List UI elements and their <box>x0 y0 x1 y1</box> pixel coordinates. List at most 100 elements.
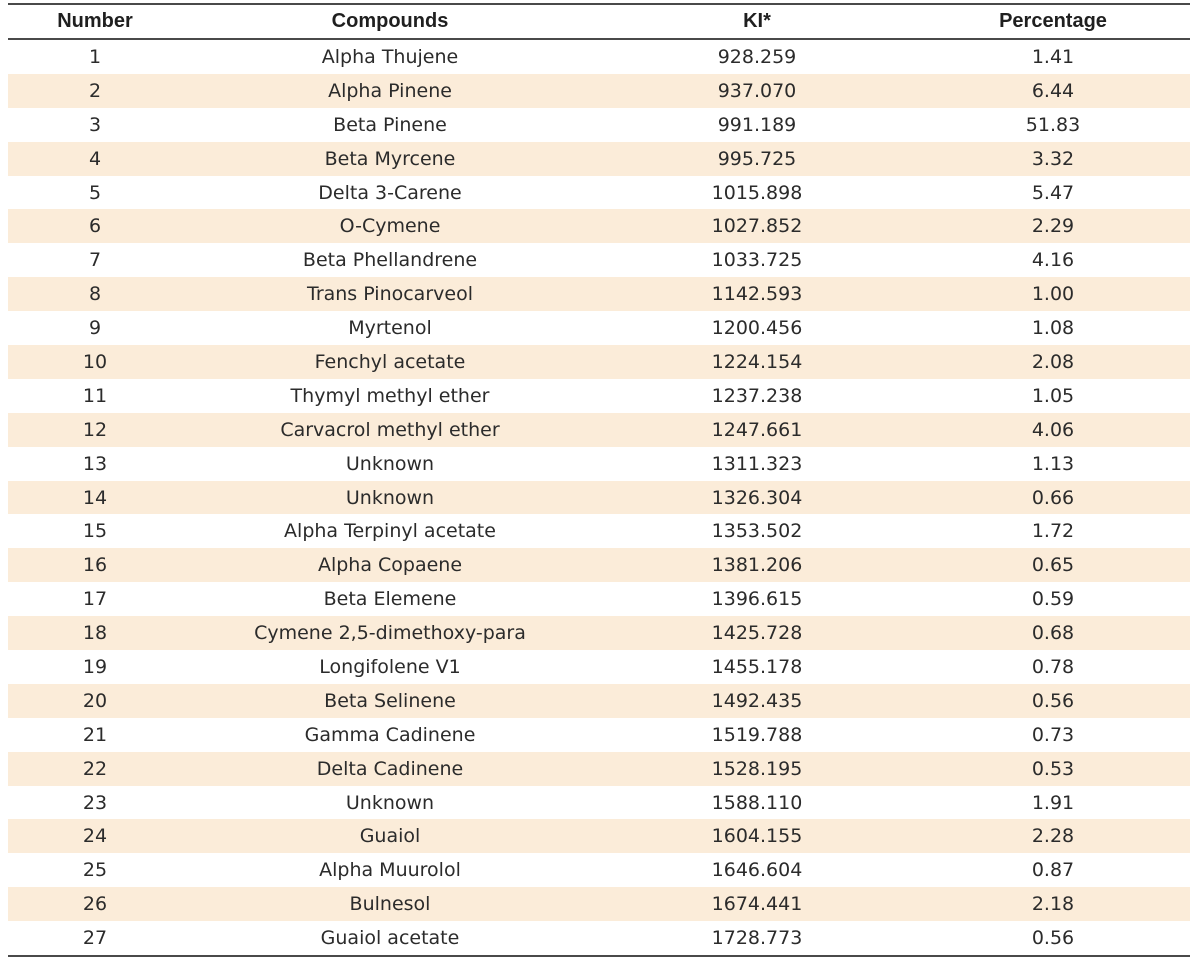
cell-percentage: 0.68 <box>916 616 1190 651</box>
cell-compound: Guaiol acetate <box>182 921 598 958</box>
cell-compound: Delta Cadinene <box>182 751 598 786</box>
cell-compound: Alpha Terpinyl acetate <box>284 520 496 543</box>
cell-compound: Beta Elemene <box>323 588 457 611</box>
table-row: 24 Guaiol 1604.155 2.28 <box>8 819 1190 854</box>
cell-percentage: 1.08 <box>1031 317 1075 340</box>
cell-number: 20 <box>8 683 182 718</box>
cell-ki: 1604.155 <box>598 819 916 854</box>
cell-ki: 1455.178 <box>711 655 803 678</box>
cell-compound: Longifolene V1 <box>319 655 461 678</box>
cell-percentage: 2.28 <box>916 819 1190 854</box>
cell-ki: 1237.238 <box>711 384 803 407</box>
cell-ki: 928.259 <box>717 45 797 68</box>
table-row: 11 Thymyl methyl ether 1237.238 1.05 <box>8 379 1190 413</box>
cell-ki: 1326.304 <box>598 480 916 515</box>
table-row: 15 Alpha Terpinyl acetate 1353.502 1.72 <box>8 514 1190 548</box>
cell-ki: 1396.615 <box>711 588 803 611</box>
table-row: 3 Beta Pinene 991.189 51.83 <box>8 108 1190 142</box>
table-row: 13 Unknown 1311.323 1.13 <box>8 447 1190 481</box>
table-header: Number Compounds KI* Percentage <box>8 3 1190 40</box>
cell-number: 17 <box>82 588 108 611</box>
cell-number: 23 <box>82 791 108 814</box>
table-row: 10 Fenchyl acetate 1224.154 2.08 <box>8 345 1190 379</box>
cell-ki: 1027.852 <box>598 209 916 244</box>
cell-number: 9 <box>88 317 102 340</box>
header-number: Number <box>8 3 182 40</box>
cell-ki: 1381.206 <box>598 548 916 583</box>
table-row: 1 Alpha Thujene 928.259 1.41 <box>8 39 1190 74</box>
cell-compound: Unknown <box>182 480 598 515</box>
cell-compound: Unknown <box>345 791 435 814</box>
cell-ki: 1588.110 <box>711 791 803 814</box>
table-row: 18 Cymene 2,5-dimethoxy-para 1425.728 0.68 <box>8 616 1190 651</box>
cell-ki: 1200.456 <box>711 317 803 340</box>
cell-compound: Delta 3-Carene <box>318 181 462 204</box>
header-ki: KI* <box>598 3 916 40</box>
cell-compound: Bulnesol <box>182 887 598 922</box>
cell-ki: 1519.788 <box>711 723 803 746</box>
cell-compound: Thymyl methyl ether <box>290 384 490 407</box>
table-row: 6 O-Cymene 1027.852 2.29 <box>8 209 1190 244</box>
cell-percentage: 1.13 <box>1031 452 1075 475</box>
cell-percentage: 0.56 <box>916 921 1190 958</box>
cell-percentage: 1.00 <box>916 277 1190 312</box>
cell-number: 3 <box>88 113 102 136</box>
cell-compound: Alpha Copaene <box>182 548 598 583</box>
table-row: 2 Alpha Pinene 937.070 6.44 <box>8 73 1190 108</box>
cell-number: 11 <box>82 384 108 407</box>
cell-number: 25 <box>82 859 108 882</box>
cell-percentage: 1.91 <box>1031 791 1075 814</box>
table-row: 4 Beta Myrcene 995.725 3.32 <box>8 141 1190 176</box>
cell-percentage: 0.66 <box>916 480 1190 515</box>
cell-ki: 1425.728 <box>598 616 916 651</box>
cell-percentage: 0.53 <box>916 751 1190 786</box>
cell-number: 18 <box>8 616 182 651</box>
cell-percentage: 0.78 <box>1031 655 1075 678</box>
table-row: 14 Unknown 1326.304 0.66 <box>8 480 1190 515</box>
cell-percentage: 1.05 <box>1031 384 1075 407</box>
cell-ki: 1247.661 <box>598 412 916 447</box>
cell-compound: Guaiol <box>182 819 598 854</box>
compounds-table-container: Number Compounds KI* Percentage 1 Alpha T… <box>8 3 1190 958</box>
cell-percentage: 2.08 <box>916 345 1190 379</box>
cell-compound: Carvacrol methyl ether <box>182 412 598 447</box>
cell-ki: 937.070 <box>598 73 916 108</box>
table-row: 25 Alpha Muurolol 1646.604 0.87 <box>8 853 1190 887</box>
header-compounds: Compounds <box>182 3 598 40</box>
cell-number: 2 <box>8 73 182 108</box>
cell-compound: Beta Selinene <box>182 683 598 718</box>
cell-number: 21 <box>82 723 108 746</box>
table-row: 9 Myrtenol 1200.456 1.08 <box>8 311 1190 345</box>
cell-number: 10 <box>8 345 182 379</box>
header-percentage: Percentage <box>916 3 1190 40</box>
cell-ki: 1142.593 <box>598 277 916 312</box>
cell-ki: 1728.773 <box>598 921 916 958</box>
table-row: 20 Beta Selinene 1492.435 0.56 <box>8 683 1190 718</box>
cell-percentage: 0.56 <box>916 683 1190 718</box>
table-row: 12 Carvacrol methyl ether 1247.661 4.06 <box>8 412 1190 447</box>
cell-ki: 1311.323 <box>711 452 803 475</box>
cell-compound: O-Cymene <box>182 209 598 244</box>
cell-compound: Alpha Muurolol <box>319 859 461 882</box>
cell-ki: 991.189 <box>717 113 797 136</box>
table-row: 19 Longifolene V1 1455.178 0.78 <box>8 650 1190 684</box>
cell-number: 5 <box>88 181 102 204</box>
cell-compound: Myrtenol <box>348 317 432 340</box>
cell-percentage: 2.18 <box>916 887 1190 922</box>
cell-percentage: 2.29 <box>916 209 1190 244</box>
cell-percentage: 1.41 <box>1031 45 1075 68</box>
cell-compound: Cymene 2,5-dimethoxy-para <box>182 616 598 651</box>
cell-compound: Gamma Cadinene <box>304 723 476 746</box>
cell-number: 13 <box>82 452 108 475</box>
cell-number: 19 <box>82 655 108 678</box>
table-row: 21 Gamma Cadinene 1519.788 0.73 <box>8 718 1190 752</box>
table-row: 26 Bulnesol 1674.441 2.18 <box>8 887 1190 922</box>
cell-number: 8 <box>8 277 182 312</box>
cell-percentage: 3.32 <box>916 141 1190 176</box>
cell-compound: Fenchyl acetate <box>182 345 598 379</box>
table-row: 8 Trans Pinocarveol 1142.593 1.00 <box>8 277 1190 312</box>
table-row: 5 Delta 3-Carene 1015.898 5.47 <box>8 176 1190 210</box>
table-row: 23 Unknown 1588.110 1.91 <box>8 786 1190 820</box>
cell-percentage: 0.73 <box>1031 723 1075 746</box>
cell-percentage: 0.59 <box>1031 588 1075 611</box>
